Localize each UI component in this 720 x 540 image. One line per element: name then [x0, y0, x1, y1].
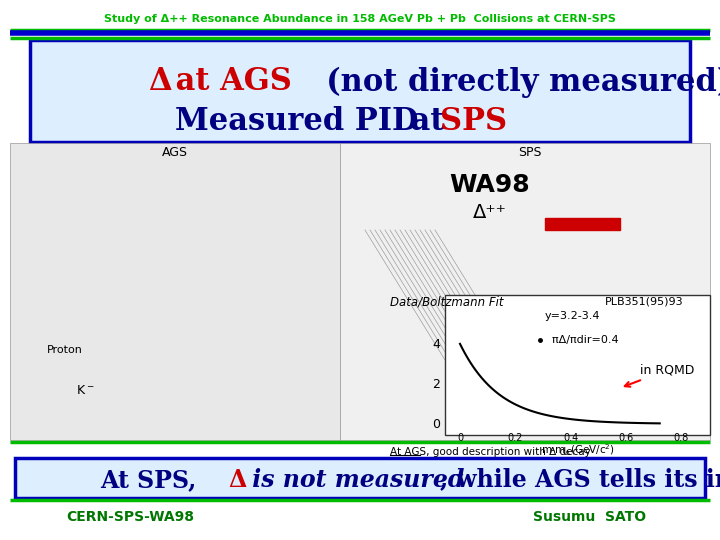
Text: SPS: SPS — [518, 145, 541, 159]
Text: Susumu  SATO: Susumu SATO — [534, 510, 647, 524]
Text: 0.2: 0.2 — [508, 433, 523, 443]
Text: πΔ/πdir=0.4: πΔ/πdir=0.4 — [545, 335, 618, 345]
Text: Measured PID: Measured PID — [175, 106, 418, 138]
Text: y=3.2-3.4: y=3.2-3.4 — [545, 311, 600, 321]
Text: Proton: Proton — [47, 345, 83, 355]
Bar — [10, 143, 710, 440]
Text: Δ⁺⁺: Δ⁺⁺ — [473, 202, 507, 221]
Text: CERN-SPS-WA98: CERN-SPS-WA98 — [66, 510, 194, 524]
Text: 0: 0 — [457, 433, 463, 443]
Text: (not directly measured) and: (not directly measured) and — [305, 66, 720, 98]
Text: 4: 4 — [432, 339, 440, 352]
Text: is not measured: is not measured — [244, 468, 464, 492]
Text: AGS: AGS — [162, 145, 188, 159]
Text: K$^-$: K$^-$ — [76, 383, 94, 396]
Text: 0.4: 0.4 — [563, 433, 578, 443]
Text: SPS: SPS — [440, 106, 507, 138]
Text: , while AGS tells its importance: , while AGS tells its importance — [440, 468, 720, 492]
Text: At AGS, good description with Δ decay: At AGS, good description with Δ decay — [390, 447, 590, 457]
Text: 0: 0 — [432, 418, 440, 431]
Text: Study of Δ++ Resonance Abundance in 158 AGeV Pb + Pb  Collisions at CERN-SPS: Study of Δ++ Resonance Abundance in 158 … — [104, 14, 616, 24]
Text: in RQMD: in RQMD — [625, 363, 694, 387]
Text: 2: 2 — [432, 379, 440, 392]
Text: at: at — [400, 106, 455, 138]
FancyBboxPatch shape — [15, 458, 705, 498]
Bar — [10, 143, 340, 440]
Text: Data/Boltzmann Fit: Data/Boltzmann Fit — [390, 295, 503, 308]
Text: WA98: WA98 — [450, 173, 531, 197]
Text: Δ: Δ — [228, 468, 246, 492]
Text: Δ: Δ — [148, 66, 171, 98]
Bar — [340, 143, 710, 440]
Text: m-m$_\Delta$(GeV/c$^2$): m-m$_\Delta$(GeV/c$^2$) — [541, 443, 614, 458]
Text: at AGS: at AGS — [165, 66, 292, 98]
Text: 0.8: 0.8 — [673, 433, 689, 443]
Text: 0.6: 0.6 — [618, 433, 634, 443]
FancyBboxPatch shape — [30, 40, 690, 142]
Bar — [445, 295, 710, 435]
Text: At SPS,: At SPS, — [100, 468, 204, 492]
Text: PLB351(95)93: PLB351(95)93 — [605, 297, 683, 307]
Bar — [545, 218, 620, 230]
